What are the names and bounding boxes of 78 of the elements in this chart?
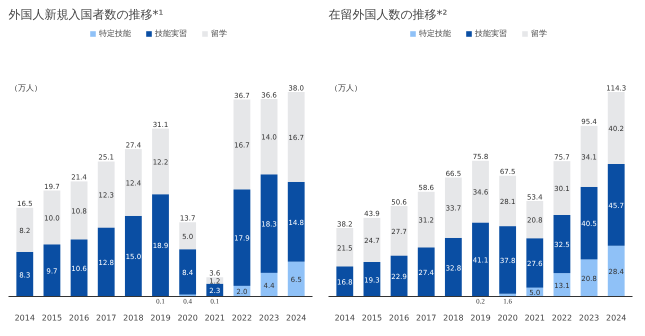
bar — [98, 161, 115, 228]
legend-label: 特定技能 — [419, 28, 451, 39]
bar — [179, 222, 196, 250]
x-tick-label: 2015 — [42, 314, 62, 323]
bar — [608, 246, 625, 297]
x-tick-label: 2017 — [416, 314, 436, 323]
bar — [364, 262, 380, 297]
x-tick-label: 2023 — [258, 314, 280, 323]
bar — [444, 238, 462, 297]
bar — [526, 201, 544, 238]
x-tick-label: 2022 — [552, 314, 572, 323]
bar — [152, 128, 169, 194]
bar — [390, 256, 408, 297]
legend-label: 技能実習 — [155, 28, 187, 39]
bar — [16, 252, 34, 297]
x-tick-label: 2018 — [123, 314, 144, 323]
x-tick-label: 2016 — [68, 314, 90, 323]
x-tick-label: 2019 — [150, 314, 171, 323]
x-tick-label: 2022 — [232, 314, 252, 323]
bar — [44, 244, 60, 297]
bar — [364, 218, 380, 262]
bar — [234, 189, 250, 286]
x-tick-label: 2019 — [470, 314, 491, 323]
bar — [580, 126, 598, 187]
x-tick-label: 2023 — [578, 314, 600, 323]
bar — [124, 216, 142, 297]
x-tick-label: 2017 — [96, 314, 116, 323]
x-tick-label: 2016 — [388, 314, 410, 323]
bar — [288, 262, 305, 297]
bar — [554, 214, 570, 274]
x-tick-label: 2020 — [497, 314, 518, 323]
y-axis-title: （万人） — [330, 83, 362, 92]
legend-label: 技能実習 — [475, 28, 507, 39]
bar — [288, 92, 305, 182]
bar — [98, 228, 115, 297]
legend-label: 留学 — [531, 28, 548, 39]
y-axis-title: （万人） — [10, 83, 42, 92]
bar — [16, 208, 34, 252]
x-tick-label: 2021 — [524, 314, 545, 323]
bar — [179, 249, 196, 294]
x-tick-label: 2014 — [14, 314, 35, 323]
bar — [260, 98, 278, 174]
bar — [499, 226, 516, 294]
x-tick-label: 2014 — [334, 314, 355, 323]
x-tick-label: 2020 — [177, 314, 198, 323]
x-tick-label: 2018 — [443, 314, 464, 323]
bar — [580, 186, 598, 260]
bar — [260, 174, 278, 273]
bar — [554, 273, 570, 297]
bar — [526, 238, 544, 288]
bar — [472, 222, 489, 296]
bar — [124, 149, 142, 216]
x-tick-label: 2021 — [204, 314, 225, 323]
bar — [472, 160, 489, 223]
bar — [499, 176, 516, 226]
bar — [260, 272, 278, 297]
bar — [70, 181, 88, 240]
legend-label: 特定技能 — [99, 28, 131, 39]
x-tick-label: 2015 — [362, 314, 382, 323]
chart-title: 在留外国人数の推移*² — [328, 8, 448, 22]
chart-title: 外国人新規入国者数の推移*¹ — [8, 8, 164, 22]
bar — [152, 194, 169, 296]
bar — [390, 206, 408, 256]
bar — [418, 248, 435, 297]
bar — [234, 100, 250, 190]
legend-label: 留学 — [211, 28, 228, 39]
bar — [288, 182, 305, 262]
bar — [44, 190, 60, 244]
bar — [608, 164, 625, 246]
bar — [444, 178, 462, 238]
x-tick-label: 2024 — [286, 314, 306, 323]
x-tick-label: 2024 — [606, 314, 626, 323]
bar — [336, 228, 354, 267]
bar — [608, 92, 625, 164]
bar — [418, 192, 435, 248]
bar — [580, 259, 598, 297]
bar — [70, 240, 88, 297]
bar — [554, 161, 570, 215]
